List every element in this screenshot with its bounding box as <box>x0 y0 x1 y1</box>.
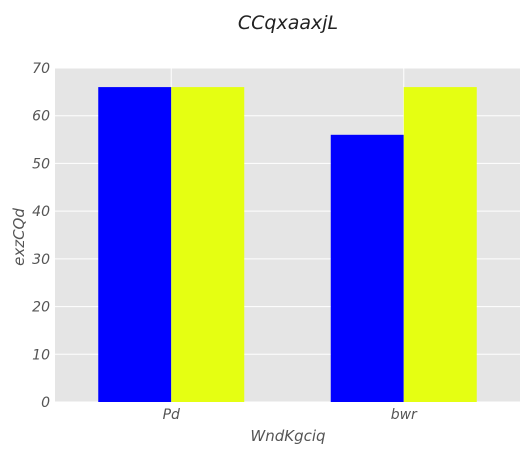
y-tick-label: 50 <box>32 156 50 172</box>
y-tick-label: 0 <box>41 395 50 411</box>
bar-Pd-series-1 <box>98 87 172 402</box>
x-tick-labels: Pd bwr <box>163 407 418 423</box>
bars-layer <box>98 87 477 403</box>
y-axis-label: exzCQd <box>10 208 28 266</box>
bar-bwr-series-2 <box>403 87 477 402</box>
y-tick-labels: 0 10 20 30 40 50 60 70 <box>32 61 50 411</box>
chart-title: CCqxaaxjL <box>238 12 338 34</box>
x-tick-label: Pd <box>163 407 180 423</box>
y-tick-label: 10 <box>32 347 50 363</box>
y-tick-label: 20 <box>32 300 50 316</box>
bar-bwr-series-1 <box>330 134 404 403</box>
y-tick-label: 70 <box>32 61 50 77</box>
bar-Pd-series-2 <box>171 87 245 402</box>
x-tick-label: bwr <box>391 407 418 423</box>
x-axis-label: WndKgciq <box>250 427 325 445</box>
y-tick-label: 30 <box>32 252 50 268</box>
y-tick-label: 40 <box>32 204 50 220</box>
y-tick-label: 60 <box>32 109 50 125</box>
